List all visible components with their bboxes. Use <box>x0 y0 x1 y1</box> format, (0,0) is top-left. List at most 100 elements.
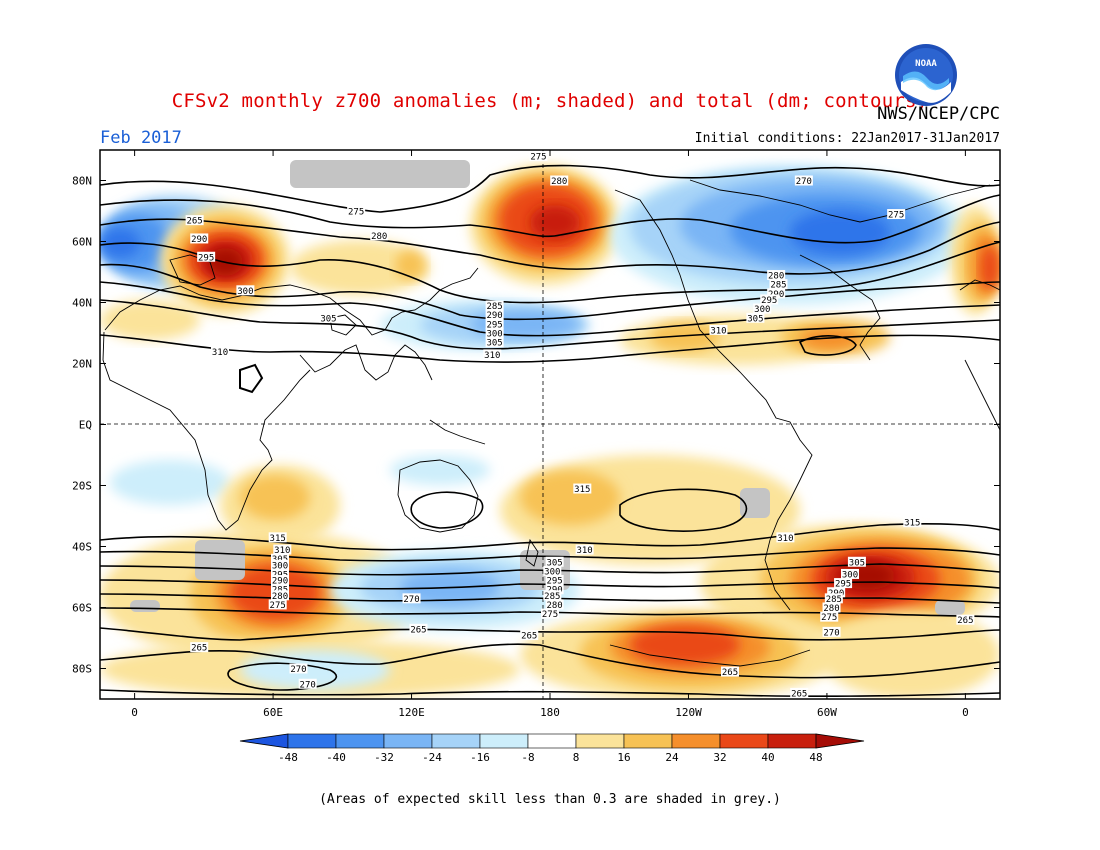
lat-label: 80N <box>72 175 92 188</box>
contour-label: 280 <box>546 601 562 611</box>
contour-label-bg <box>769 279 788 290</box>
contour-label-bg <box>370 230 389 241</box>
contour-label-bg <box>834 578 853 589</box>
low-skill-patch <box>935 600 965 615</box>
contour-label: 265 <box>521 631 537 641</box>
contour-label-bg <box>956 614 975 625</box>
lon-label: 0 <box>131 706 138 719</box>
contour-label-bg <box>760 294 779 305</box>
colorbar-box <box>287 733 337 749</box>
contour-label: 310 <box>274 546 290 556</box>
contour-label-bg <box>824 593 843 604</box>
contour-label-bg <box>190 233 209 244</box>
contour-label-bg <box>543 565 562 576</box>
contour-label: 290 <box>191 235 207 245</box>
contour-label: 295 <box>198 253 214 263</box>
contour-label-bg <box>721 666 739 677</box>
anomaly-patch <box>240 650 390 690</box>
lat-label: 60S <box>72 602 92 615</box>
contour-label-bg <box>545 599 564 610</box>
colorbar-tick-label: 32 <box>713 751 726 764</box>
contour-label-bg <box>185 215 204 226</box>
contour-label: 270 <box>290 665 306 675</box>
noaa-logo-icon: NOAA <box>895 44 957 106</box>
contour-label-bg <box>575 544 594 555</box>
contour-label: 295 <box>546 577 562 587</box>
contour-label-bg <box>319 312 338 323</box>
contour-label-bg <box>402 593 421 604</box>
colorbar-box <box>479 733 529 749</box>
contour-label-bg <box>211 346 229 357</box>
lon-label: 180 <box>540 706 560 719</box>
lon-label: 60W <box>817 706 837 719</box>
contour-label: 295 <box>835 580 851 590</box>
anomaly-patch <box>790 210 890 255</box>
contour-label: 265 <box>186 217 202 227</box>
anomaly-patch <box>240 475 310 520</box>
noaa-logo-text: NOAA <box>915 59 937 69</box>
contour-label: 295 <box>486 320 502 330</box>
colorbar-box <box>335 733 385 749</box>
contour-label: 270 <box>796 177 812 187</box>
contour-label-bg <box>822 602 841 613</box>
low-skill-patch <box>130 600 160 612</box>
lat-label: 20N <box>72 358 92 371</box>
contour-label-bg <box>268 599 287 610</box>
chart-title: CFSv2 monthly z700 anomalies (m; shaded)… <box>171 90 929 112</box>
contour-label: 290 <box>272 577 288 587</box>
contour-label-bg <box>767 288 786 299</box>
contour-label-bg <box>573 483 592 494</box>
contour-label-bg <box>543 590 562 601</box>
contour-label: 310 <box>576 546 592 556</box>
contour-label: 270 <box>823 628 839 638</box>
lat-label: 80S <box>72 663 92 676</box>
contour-label-bg <box>841 568 859 579</box>
contour-label-bg <box>273 544 292 555</box>
anomaly-patch <box>520 470 620 525</box>
contour-label-bg <box>347 206 366 216</box>
contour-label-bg <box>847 556 866 567</box>
contour-label: 300 <box>754 305 770 315</box>
low-skill-patch <box>195 540 245 580</box>
lat-label: 60N <box>72 236 92 249</box>
contour-label: 265 <box>957 616 973 626</box>
contour-label: 300 <box>237 287 253 297</box>
anomaly-patch <box>650 322 720 352</box>
anomaly-patch <box>100 300 200 340</box>
anomaly-patch <box>980 245 1000 290</box>
contour-label-bg <box>271 584 289 595</box>
lon-label: 120E <box>398 706 425 719</box>
contour-label: 295 <box>761 296 777 306</box>
contour-label-bg <box>529 151 548 162</box>
contour-label-bg <box>197 251 216 262</box>
contour-label: 310 <box>484 351 500 361</box>
colorbar-tick-label: -48 <box>278 751 298 764</box>
contour-label-bg <box>794 175 813 186</box>
contour-label-bg <box>820 611 839 622</box>
contour-label: 285 <box>826 595 842 605</box>
contour-label-bg <box>550 175 569 186</box>
contour-label: 300 <box>544 567 560 577</box>
contour-label: 310 <box>212 348 228 358</box>
contour-label-bg <box>767 270 786 281</box>
contour-label: 310 <box>777 534 793 544</box>
colorbar-tick-labels: -48 -40 -32 -24 -16 -8 8 16 24 32 40 48 <box>278 751 823 764</box>
contour-label: 305 <box>546 558 562 568</box>
contour-label-bg <box>753 303 772 314</box>
contour-label: 290 <box>486 311 502 321</box>
low-skill-patch <box>740 488 770 518</box>
contour-label: 315 <box>270 534 286 544</box>
contour-label-bg <box>903 517 922 528</box>
lat-label: EQ <box>79 419 92 432</box>
contour-label: 280 <box>551 177 567 187</box>
contour-label-bg <box>271 568 289 579</box>
contour-label-bg <box>545 556 564 567</box>
contour-label: 275 <box>530 153 546 163</box>
contour-label: 275 <box>542 610 558 620</box>
gridlines <box>100 150 1000 699</box>
colorbar-tick-label: -32 <box>374 751 394 764</box>
longitude-axis: 0 60E 120E 180 120W 60W 0 <box>131 150 969 719</box>
contour-label-bg <box>271 553 289 564</box>
forecast-month: Feb 2017 <box>100 128 182 148</box>
